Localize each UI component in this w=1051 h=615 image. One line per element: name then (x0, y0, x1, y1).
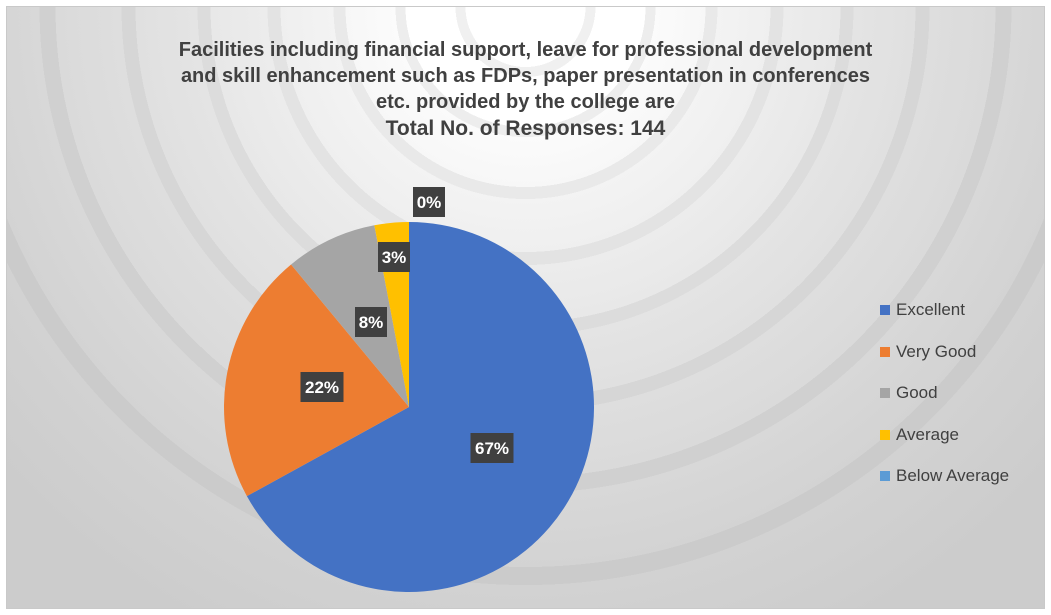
legend-swatch (880, 471, 890, 481)
data-label-average: 3% (378, 242, 410, 272)
legend-swatch (880, 388, 890, 398)
legend-label: Very Good (896, 341, 977, 361)
legend-item-very-good: Very Good (880, 341, 1044, 362)
legend-item-excellent: Excellent (880, 300, 1044, 320)
title-line-3: etc. provided by the college are (376, 91, 675, 113)
data-label-text: 22% (305, 378, 339, 397)
legend-item-average: Average (880, 424, 1044, 445)
data-label-text: 0% (417, 193, 442, 212)
data-label-excellent: 67% (470, 433, 514, 463)
chart-title: Facilities including financial support, … (7, 37, 1044, 143)
data-label-box (300, 372, 344, 402)
legend-label: Excellent (896, 300, 965, 319)
pie-chart: 67% 22% 8% 3% 0% (224, 187, 595, 592)
legend-swatch (880, 305, 890, 315)
title-line-2: and skill enhancement such as FDPs, pape… (180, 65, 871, 87)
data-label-text: 67% (475, 439, 509, 458)
data-label-text: 3% (382, 248, 407, 267)
legend-swatch (880, 429, 890, 440)
legend-label: Good (896, 383, 938, 402)
data-label-good: 8% (355, 307, 387, 337)
data-label-text: 8% (359, 313, 384, 332)
legend-item-good: Good (880, 383, 1044, 403)
data-label-very-good: 22% (300, 372, 344, 402)
legend-swatch (880, 346, 890, 357)
chart-subtitle: Total No. of Responses: 144 (385, 117, 666, 140)
data-label-box (355, 307, 387, 337)
data-label-below-average: 0% (413, 187, 445, 217)
title-line-1: Facilities including financial support, … (178, 39, 873, 61)
data-label-box (470, 433, 514, 463)
data-label-box (378, 242, 410, 272)
legend-label: Below Average (896, 466, 1010, 485)
data-label-box (413, 187, 445, 217)
legend-label: Average (896, 424, 960, 444)
chart-legend: Excellent Very Good Good Average Below Avera… (880, 300, 1044, 508)
legend-item-below-average: Below Average (880, 466, 1044, 486)
pie-slice-excellent (246, 222, 595, 592)
chart-area: Facilities including financial support, … (6, 6, 1045, 609)
